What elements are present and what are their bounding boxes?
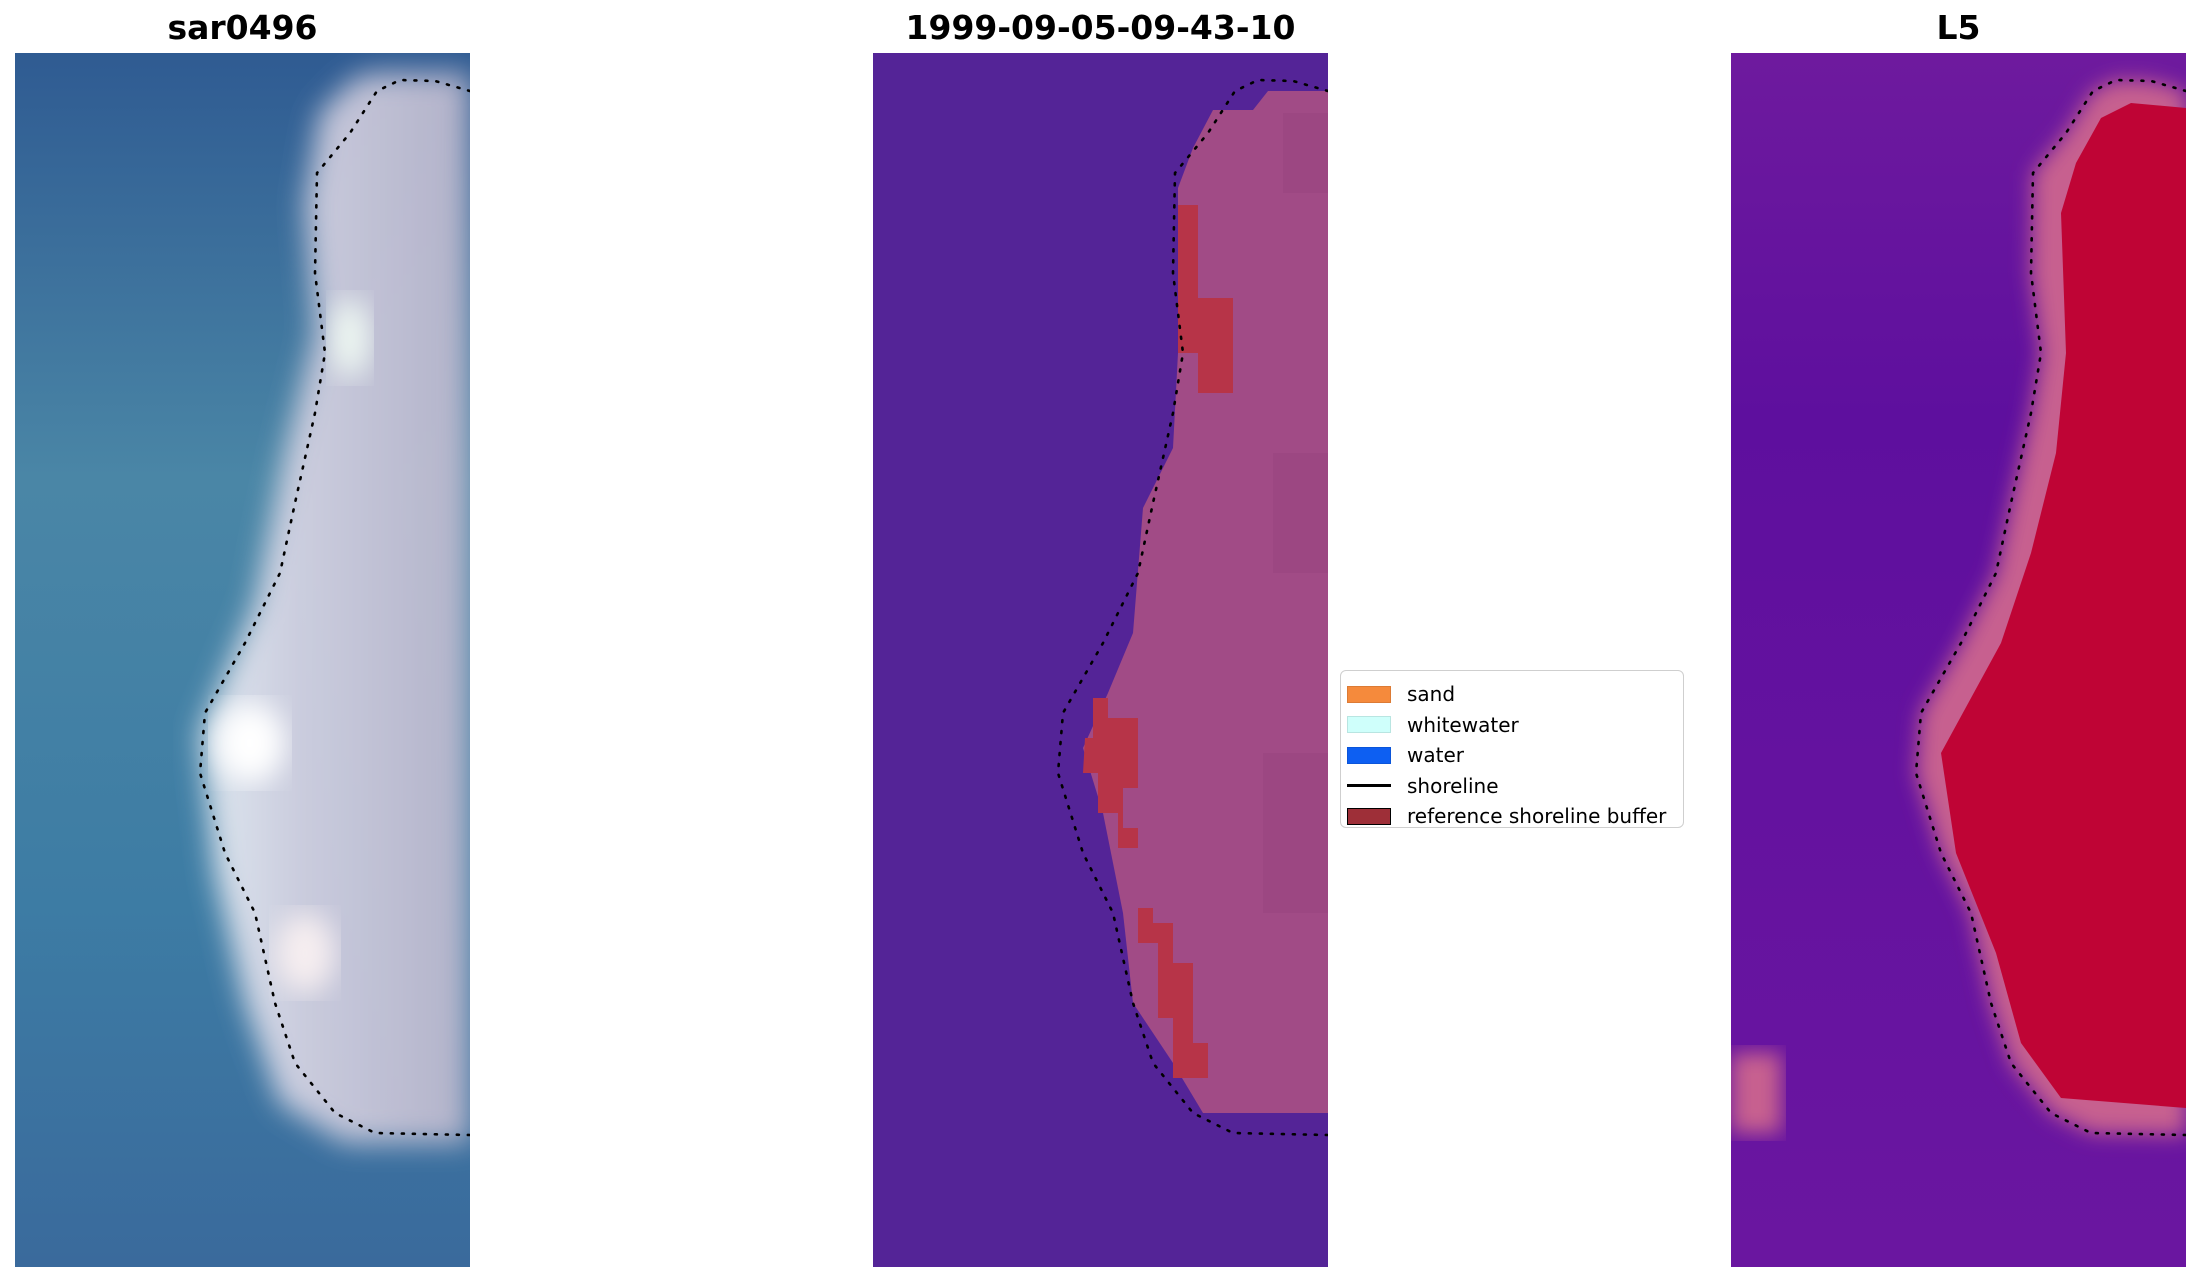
rgb-image [15,53,470,1267]
classified-image [873,53,1328,1267]
whitewater-swatch [1347,716,1391,734]
reference-buffer-swatch [1347,807,1391,825]
sand-swatch [1347,685,1391,703]
legend-item-water: water [1341,740,1683,771]
index-image [1731,53,2186,1267]
rgb-image-panel [15,53,470,1267]
legend-label: water [1407,743,1464,768]
legend: sand whitewater water shoreline referenc… [1340,670,1684,828]
legend-item-reference-buffer: reference shoreline buffer [1341,801,1683,832]
legend-item-sand: sand [1341,679,1683,710]
panel-title-rgb: sar0496 [167,8,318,47]
panel-title-classified: 1999-09-05-09-43-10 [905,8,1296,47]
legend-label: whitewater [1407,712,1519,737]
legend-item-shoreline: shoreline [1341,771,1683,802]
panel-title-index: L5 [1936,8,1981,47]
legend-item-whitewater: whitewater [1341,710,1683,741]
water-swatch [1347,746,1391,764]
classified-image-panel [873,53,1328,1267]
index-image-panel [1731,53,2186,1267]
shoreline-line-swatch [1347,784,1391,788]
legend-label: reference shoreline buffer [1407,804,1667,829]
legend-label: sand [1407,682,1456,707]
legend-label: shoreline [1407,773,1499,798]
